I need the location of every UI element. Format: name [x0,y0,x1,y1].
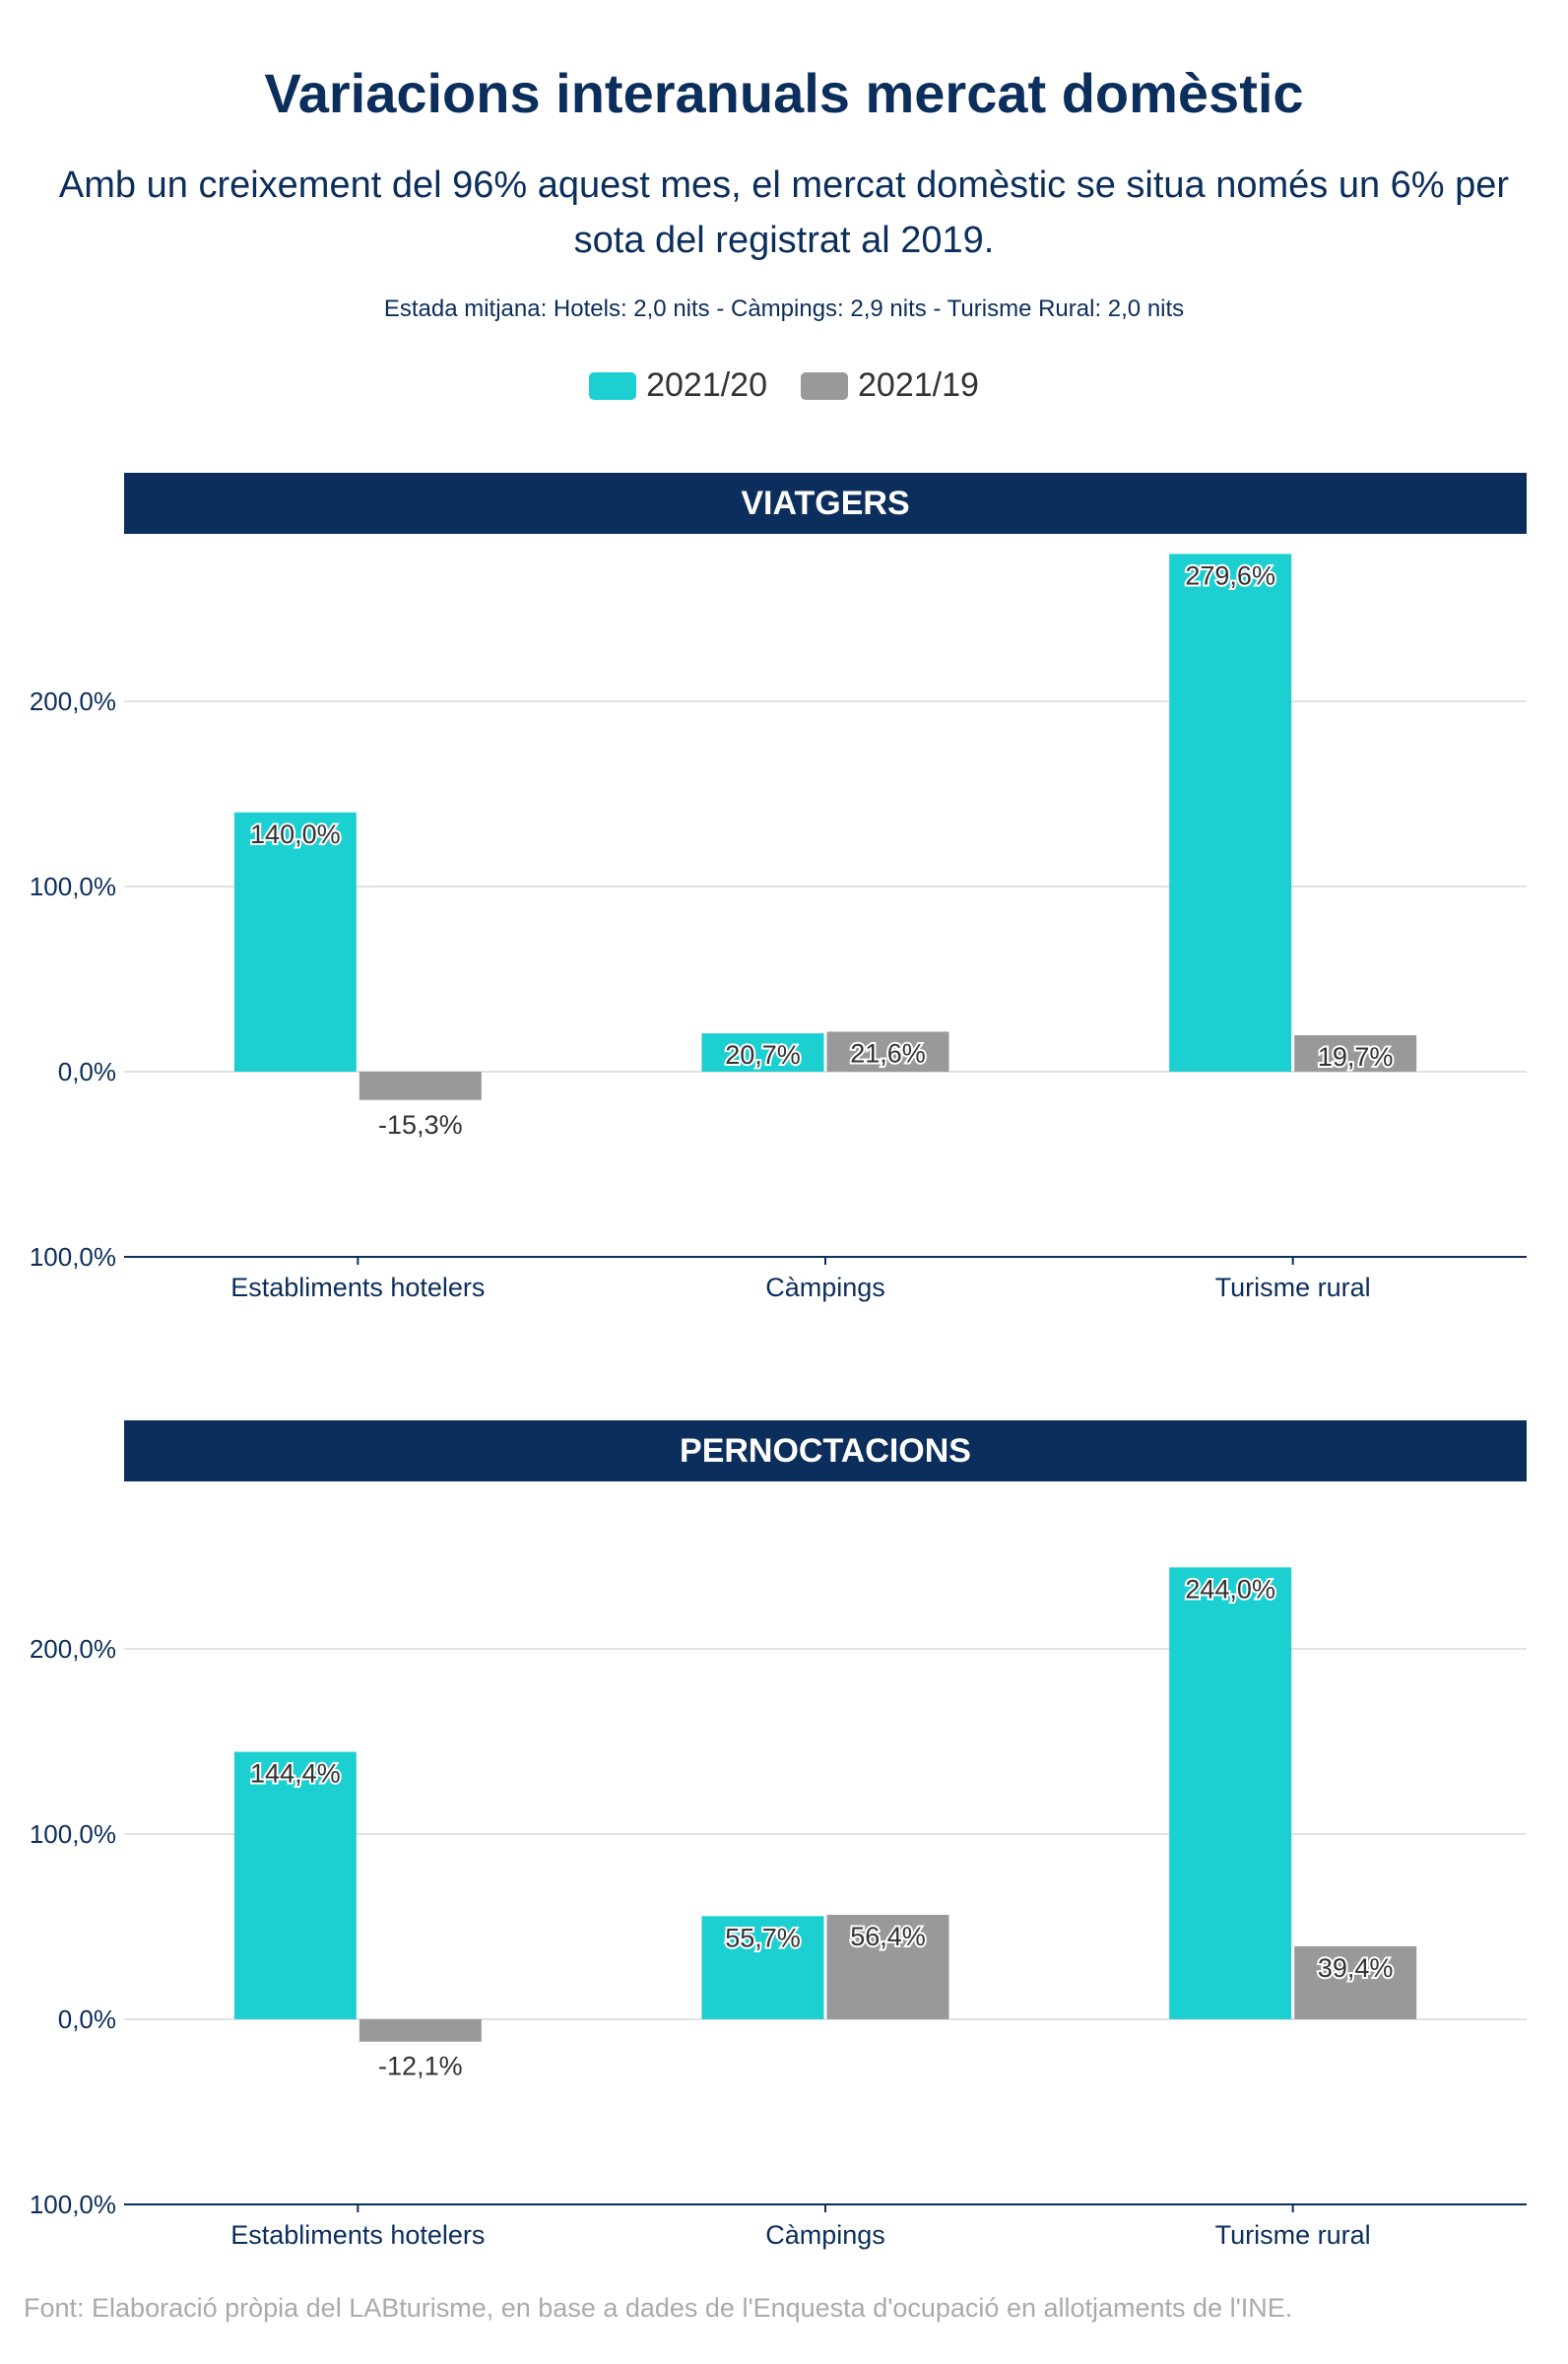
data-label-campings-2021-20: 55,7% [725,1923,801,1952]
chart-pernoctacions: 200,0% 100,0% 0,0% 100,0% 144,4% -12,1% Establ… [30,1567,1527,2250]
y-tick-label: 0,0% [58,2004,116,2034]
x-tick-label-campings: Càmpings [765,2220,885,2250]
bar-turisme-rural-2021-20 [1169,1567,1292,2019]
x-tick-label-establiments-hotelers: Establiments hotelers [230,2220,485,2250]
legend-swatch-2021-19 [801,371,848,400]
bar-establiments-hotelers-2021-19 [359,1072,482,1100]
legend: 2021/20 2021/19 [0,366,1568,405]
data-label-turisme-rural-2021-19: 39,4% [1318,1953,1394,1983]
bar-establiments-hotelers-2021-19 [359,2019,482,2042]
x-tick-label-campings: Càmpings [765,1273,885,1302]
bar-establiments-hotelers-2021-20 [233,1751,357,2019]
data-label-establiments-hotelers-2021-20: 144,4% [250,1759,341,1789]
panel-header-viatgers: VIATGERS [124,473,1527,534]
bar-establiments-hotelers-2021-20 [233,812,357,1072]
bar-campings-2021-19 [826,1914,949,2019]
y-tick-label: 100,0% [30,1242,116,1272]
data-label-turisme-rural-2021-20: 244,0% [1185,1574,1275,1604]
legend-swatch-2021-20 [589,371,637,400]
data-label-turisme-rural-2021-19: 19,7% [1318,1042,1394,1072]
data-label-campings-2021-20: 20,7% [725,1040,801,1070]
legend-label-2021-20: 2021/20 [646,366,767,404]
y-tick-label: 100,0% [30,2190,116,2219]
bar-turisme-rural-2021-20 [1169,554,1292,1072]
bar-campings-2021-20 [701,1033,824,1072]
chart-viatgers: 200,0% 100,0% 0,0% 100,0% 140,0% -15,3% Establ… [30,554,1527,1302]
data-label-establiments-hotelers-2021-20: 140,0% [250,820,341,849]
legend-label-2021-19: 2021/19 [858,366,979,404]
data-label-campings-2021-19: 21,6% [850,1038,926,1068]
y-tick-label: 200,0% [30,1634,116,1664]
data-label-turisme-rural-2021-20: 279,6% [1185,560,1275,590]
bar-campings-2021-19 [826,1031,949,1072]
average-stay-note: Estada mitjana: Hotels: 2,0 nits - Càmpi… [383,296,1185,322]
y-tick-label: 100,0% [30,1819,116,1849]
legend-item-2021-19: 2021/19 [801,366,979,405]
data-label-establiments-hotelers-2021-19: -15,3% [378,1110,463,1140]
y-tick-label: 100,0% [30,872,116,901]
chart-subtitle: Amb un creixement del 96% aquest mes, el… [58,164,1510,261]
bar-campings-2021-20 [701,1916,824,2019]
x-tick-label-turisme-rural: Turisme rural [1215,2220,1371,2250]
data-label-establiments-hotelers-2021-19: -12,1% [378,2052,463,2081]
legend-item-2021-20: 2021/20 [589,366,767,405]
x-tick-label-establiments-hotelers: Establiments hotelers [230,1273,485,1302]
y-tick-label: 0,0% [58,1057,116,1086]
panel-header-pernoctacions: PERNOCTACIONS [124,1420,1527,1481]
x-tick-label-turisme-rural: Turisme rural [1215,1273,1371,1302]
bar-turisme-rural-2021-19 [1294,1034,1417,1072]
source-footer: Font: Elaboració pròpia del LABturisme, … [24,2293,1293,2323]
data-label-campings-2021-19: 56,4% [850,1922,926,1951]
chart-title: Variacions interanuals mercat domèstic [264,62,1304,124]
bar-turisme-rural-2021-19 [1294,1945,1417,2019]
y-tick-label: 200,0% [30,687,116,716]
